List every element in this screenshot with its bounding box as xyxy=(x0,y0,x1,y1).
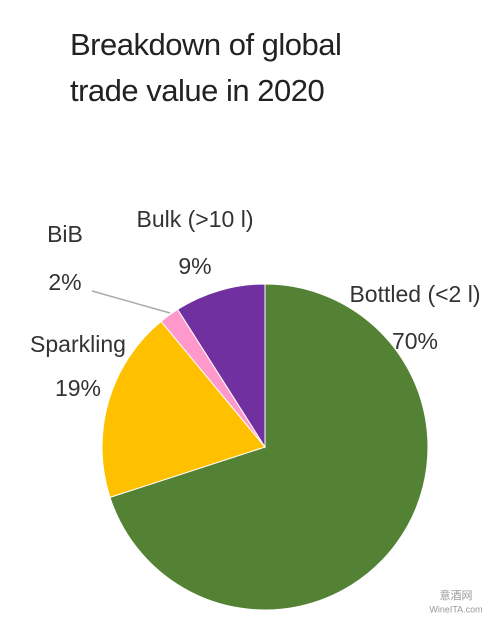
slice-label: BiB xyxy=(47,221,83,247)
pie-slice xyxy=(101,320,266,499)
value-label: 70% xyxy=(392,328,438,354)
pie-slice xyxy=(176,283,266,449)
value-label: 2% xyxy=(48,269,81,295)
slice-label: Bulk (>10 l) xyxy=(137,206,254,232)
pie-slice xyxy=(109,283,429,611)
slice-label: Sparkling xyxy=(30,331,126,357)
watermark: WineITA.com xyxy=(429,604,482,614)
value-label: 9% xyxy=(178,253,211,279)
watermark: 意酒网 xyxy=(440,588,473,602)
leader-line xyxy=(91,290,171,314)
slice-label: Bottled (<2 l) xyxy=(349,281,480,307)
chart-title: Breakdown of global trade value in 2020 xyxy=(70,27,342,108)
value-label: 19% xyxy=(55,375,101,401)
